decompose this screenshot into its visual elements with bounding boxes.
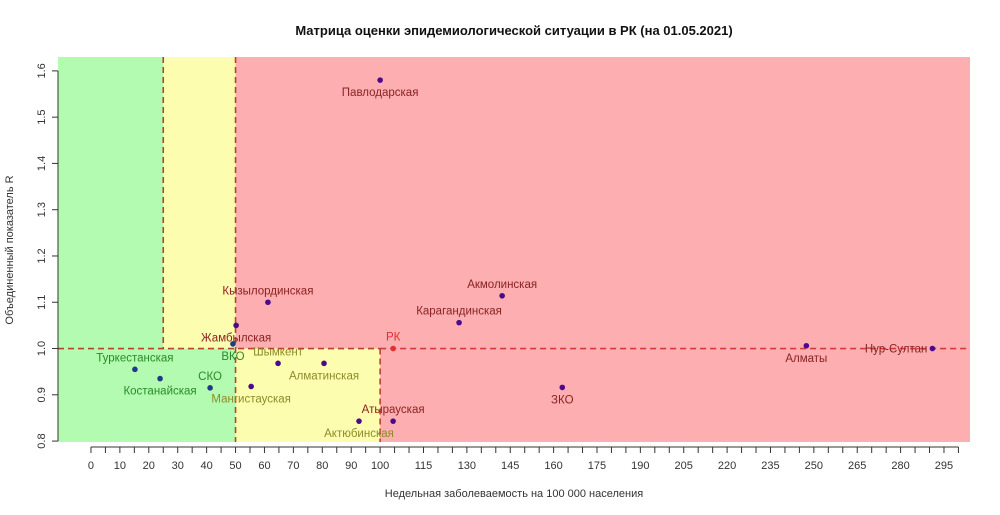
data-point	[356, 418, 362, 424]
point-label: Костанайская	[123, 386, 196, 398]
x-tick-label: 205	[675, 460, 693, 472]
x-tick-label: 10	[114, 460, 126, 472]
y-tick-label: 1.0	[36, 341, 48, 356]
point-label: РК	[386, 332, 401, 344]
point-label: Атырауская	[362, 404, 425, 416]
x-tick-label: 50	[229, 460, 241, 472]
x-tick-label: 190	[631, 460, 649, 472]
y-tick-label: 1.6	[36, 63, 48, 78]
point-label: Актюбинская	[324, 428, 394, 440]
data-point	[803, 342, 810, 349]
data-point	[132, 366, 138, 373]
point-label: ВКО	[221, 351, 244, 363]
data-point	[499, 292, 505, 299]
y-tick-label: 1.2	[36, 248, 48, 263]
x-tick-label: 220	[718, 460, 736, 472]
data-point	[233, 322, 239, 329]
x-tick-label: 145	[501, 460, 519, 472]
zone-green	[58, 57, 164, 349]
y-tick-label: 1.5	[36, 110, 48, 125]
x-tick-label: 115	[415, 460, 433, 472]
x-tick-label: 90	[345, 460, 357, 472]
x-tick-label: 175	[588, 460, 606, 472]
data-point	[265, 299, 271, 306]
point-label: Кызылординская	[222, 285, 313, 297]
threshold-lines	[58, 57, 970, 442]
x-tick-label: 30	[172, 460, 184, 472]
data-point	[456, 319, 462, 326]
x-tick-label: 130	[458, 460, 476, 472]
point-label: Алматинская	[289, 370, 359, 382]
point-label: Туркестанская	[96, 352, 173, 364]
point-label: Карагандинская	[416, 306, 502, 318]
y-axis-label: Объединенный показатель R	[4, 175, 16, 324]
point-label: СКО	[198, 371, 222, 383]
data-point	[248, 383, 254, 390]
y-tick-label: 1.4	[36, 156, 48, 171]
point-label: Шымкент	[253, 346, 304, 358]
y-tick-label: 0.8	[36, 433, 48, 448]
data-point	[207, 385, 213, 391]
axes: 0.8 0.9 1.0 1.1 1.2 1.3 1.4 1.5 1.6 0 10 20 30 40 50 60…	[36, 63, 959, 472]
y-tick-label: 0.9	[36, 387, 48, 402]
x-axis-label: Недельная заболеваемость на 100 000 насе…	[385, 488, 643, 500]
point-label: Мангистауская	[211, 393, 291, 405]
point-label: Алматы	[785, 353, 827, 365]
x-tick-label: 40	[201, 460, 213, 472]
zone-yellow	[235, 348, 381, 442]
zone-green	[58, 348, 236, 442]
point-label: Жамбылская	[201, 332, 271, 344]
point-label: Павлодарская	[342, 87, 419, 99]
data-point	[275, 360, 281, 367]
data-points: Павлодарская Кызылординская Жамбылская ВКО Т…	[96, 77, 936, 440]
x-tick-label: 265	[848, 460, 866, 472]
x-tick-label: 160	[544, 460, 562, 472]
x-tick-label: 295	[935, 460, 953, 472]
data-point	[230, 341, 236, 347]
x-tick-label: 20	[143, 460, 155, 472]
data-point	[559, 384, 566, 391]
x-tick-label: 80	[316, 460, 328, 472]
point-label: Акмолинская	[467, 279, 537, 291]
chart-title: Матрица оценки эпидемиологической ситуац…	[295, 23, 732, 38]
point-label: ЗКО	[551, 394, 574, 406]
data-point	[377, 77, 383, 83]
data-point	[390, 418, 396, 424]
x-tick-label: 0	[88, 460, 94, 472]
data-point	[321, 360, 327, 367]
y-tick-label: 1.1	[36, 295, 48, 310]
point-label: Нур-Султан	[865, 344, 928, 356]
zone-yellow	[163, 57, 236, 349]
x-tick-label: 235	[761, 460, 779, 472]
x-tick-label: 70	[287, 460, 299, 472]
y-tick-label: 1.3	[36, 202, 48, 217]
data-point	[929, 345, 936, 352]
zone-backgrounds	[58, 57, 970, 442]
x-tick-label: 100	[371, 460, 389, 472]
x-tick-label: 250	[805, 460, 823, 472]
data-point	[390, 345, 396, 352]
data-point	[157, 375, 163, 382]
x-tick-label: 60	[258, 460, 270, 472]
x-tick-label: 280	[891, 460, 909, 472]
